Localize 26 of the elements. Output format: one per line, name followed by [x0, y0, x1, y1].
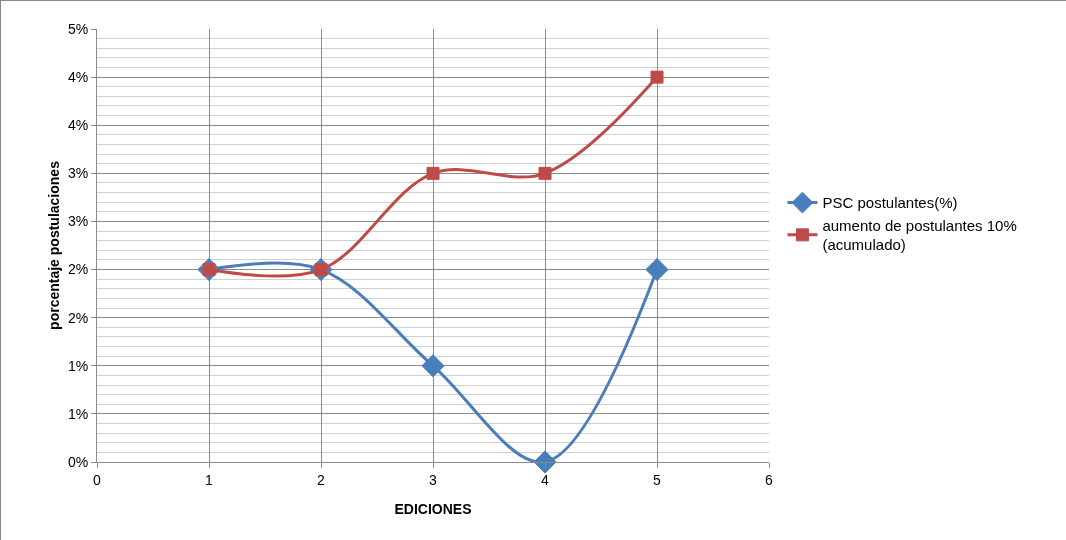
x-tick-label: 2	[317, 471, 326, 488]
x-tick-label: 5	[653, 471, 662, 488]
point	[421, 354, 445, 378]
point	[538, 166, 552, 180]
y-tick-label: 1%	[67, 357, 89, 374]
point	[650, 70, 664, 84]
legend-label: aumento de postulantes 10% (acumulado)	[822, 216, 1017, 254]
y-tick-label: 2%	[67, 309, 89, 326]
legend-label: PSC postulantes(%)	[822, 194, 958, 212]
x-tick-label: 6	[765, 471, 774, 488]
x-tick-label: 4	[541, 471, 550, 488]
point	[645, 258, 669, 282]
point	[426, 166, 440, 180]
y-tick-label: 2%	[67, 261, 89, 278]
y-tick-label: 4%	[67, 117, 89, 134]
x-tick-label: 3	[429, 471, 438, 488]
x-tick-label: 1	[205, 471, 214, 488]
x-tick-label: 0	[93, 471, 102, 488]
y-tick-label: 3%	[67, 213, 89, 230]
y-tick-label: 1%	[67, 405, 89, 422]
y-axis-title: porcentaje postulaciones	[46, 160, 62, 330]
x-axis-title: EDICIONES	[394, 501, 472, 517]
y-tick-label: 5%	[67, 20, 89, 37]
y-tick-label: 0%	[67, 453, 89, 470]
y-tick-label: 4%	[67, 69, 89, 86]
y-tick-label: 3%	[67, 165, 89, 182]
